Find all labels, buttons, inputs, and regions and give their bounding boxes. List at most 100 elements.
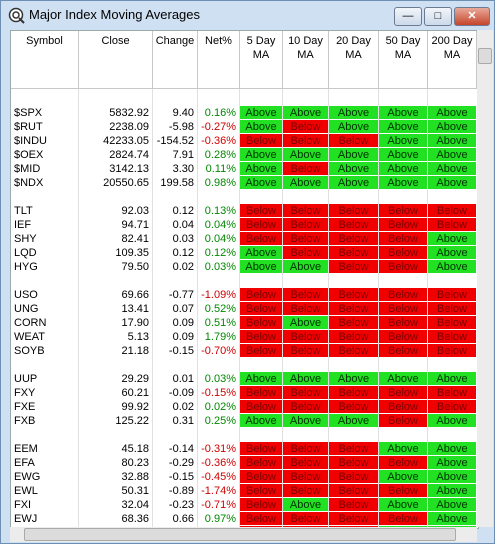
cell: 0.02% [204, 401, 236, 413]
ma-status: Above [428, 176, 476, 190]
ma-status: Above [240, 414, 282, 428]
ma-status: Below [329, 302, 378, 316]
cell: $MID [14, 163, 41, 175]
cell: 2238.09 [109, 121, 149, 133]
cell: 3.30 [172, 163, 194, 175]
cell: 94.71 [121, 219, 149, 231]
cell: $NDX [14, 177, 44, 189]
ma-status: Above [283, 316, 328, 330]
cell: -1.74% [201, 485, 236, 497]
header-text: 10 Day [288, 35, 323, 47]
ma-status: Below [240, 288, 282, 302]
title-bar: Major Index Moving Averages — □ ✕ [1, 1, 494, 29]
window-title: Major Index Moving Averages [29, 7, 201, 22]
ma-status: Below [329, 484, 378, 498]
cell: 29.29 [121, 373, 149, 385]
ma-status: Above [428, 498, 476, 512]
ma-status: Above [428, 106, 476, 120]
column-header[interactable]: 200 Day MA [428, 31, 477, 89]
column-header[interactable]: Close [79, 31, 153, 89]
ma-status: Above [379, 498, 427, 512]
minimize-button[interactable]: — [394, 7, 422, 26]
cell: 0.51% [204, 317, 236, 329]
cell: EWL [14, 485, 38, 497]
cell: -0.15 [168, 471, 194, 483]
ma-status: Below [240, 442, 282, 456]
ma-status: Above [329, 372, 378, 386]
ma-status: Above [428, 470, 476, 484]
ma-status: Below [240, 470, 282, 484]
cell: 0.01 [172, 373, 194, 385]
cell: -0.36% [201, 135, 236, 147]
cell: 0.02 [172, 401, 194, 413]
column-header[interactable]: 20 Day MA [329, 31, 379, 89]
header-text: MA [443, 49, 461, 61]
ma-status: Above [329, 148, 378, 162]
column-header[interactable]: Change [153, 31, 198, 89]
cell: -0.89 [168, 485, 194, 497]
cell: -0.15 [168, 345, 194, 357]
cell: 0.07 [172, 303, 194, 315]
vertical-scrollbar[interactable] [477, 30, 493, 527]
cell: FXB [14, 415, 36, 427]
ma-status: Below [379, 400, 427, 414]
column-header[interactable]: Net% [198, 31, 240, 89]
ma-status: Above [428, 162, 476, 176]
ma-status: Below [240, 484, 282, 498]
cell: 0.25% [204, 415, 236, 427]
cell: 5832.92 [109, 107, 149, 119]
ma-status: Above [379, 120, 427, 134]
ma-status: Above [329, 162, 378, 176]
ma-status: Below [428, 302, 476, 316]
ma-status: Below [283, 162, 328, 176]
ma-status: Above [428, 232, 476, 246]
cell: IEF [14, 219, 32, 231]
cell: 45.18 [121, 443, 149, 455]
ma-status: Below [379, 414, 427, 428]
maximize-button[interactable]: □ [424, 7, 452, 26]
ma-status: Below [379, 386, 427, 400]
ma-status: Below [379, 484, 427, 498]
cell: -0.71% [201, 499, 236, 511]
header-text: Close [101, 35, 130, 47]
ma-status: Below [240, 456, 282, 470]
column-header[interactable]: 5 Day MA [240, 31, 283, 89]
ma-status: Below [428, 344, 476, 358]
ma-status: Below [428, 330, 476, 344]
ma-status: Below [379, 330, 427, 344]
column-header[interactable]: 10 Day MA [283, 31, 329, 89]
cell: 9.40 [172, 107, 194, 119]
ma-status: Below [283, 330, 328, 344]
ma-status: Above [379, 176, 427, 190]
cell: -0.27% [201, 121, 236, 133]
column-header[interactable]: Symbol [11, 31, 79, 89]
ma-status: Below [329, 442, 378, 456]
column-header[interactable]: 50 Day MA [379, 31, 428, 89]
ma-status: Below [283, 344, 328, 358]
ma-status: Below [379, 456, 427, 470]
ma-status: Below [283, 484, 328, 498]
cell: 32.88 [121, 471, 149, 483]
ma-status: Below [379, 512, 427, 526]
ma-status: Below [283, 288, 328, 302]
cell: 69.66 [121, 289, 149, 301]
header-text: 50 Day [385, 35, 421, 47]
ma-status: Below [283, 302, 328, 316]
ma-status: Below [428, 316, 476, 330]
cell: 0.66 [172, 513, 194, 525]
cell: LQD [14, 247, 37, 259]
cell: 0.09 [172, 331, 194, 343]
grid-line [427, 89, 428, 528]
cell: 20550.65 [103, 177, 149, 189]
ma-status: Above [379, 470, 427, 484]
cell: 13.41 [121, 303, 149, 315]
ma-status: Below [379, 288, 427, 302]
horizontal-scrollbar[interactable] [10, 527, 477, 542]
ma-status: Below [329, 386, 378, 400]
cell: 109.35 [115, 247, 149, 259]
ma-status: Below [379, 232, 427, 246]
cell: FXI [14, 499, 32, 511]
ma-status: Below [283, 456, 328, 470]
close-button[interactable]: ✕ [454, 7, 490, 26]
header-text: Symbol [26, 35, 63, 47]
